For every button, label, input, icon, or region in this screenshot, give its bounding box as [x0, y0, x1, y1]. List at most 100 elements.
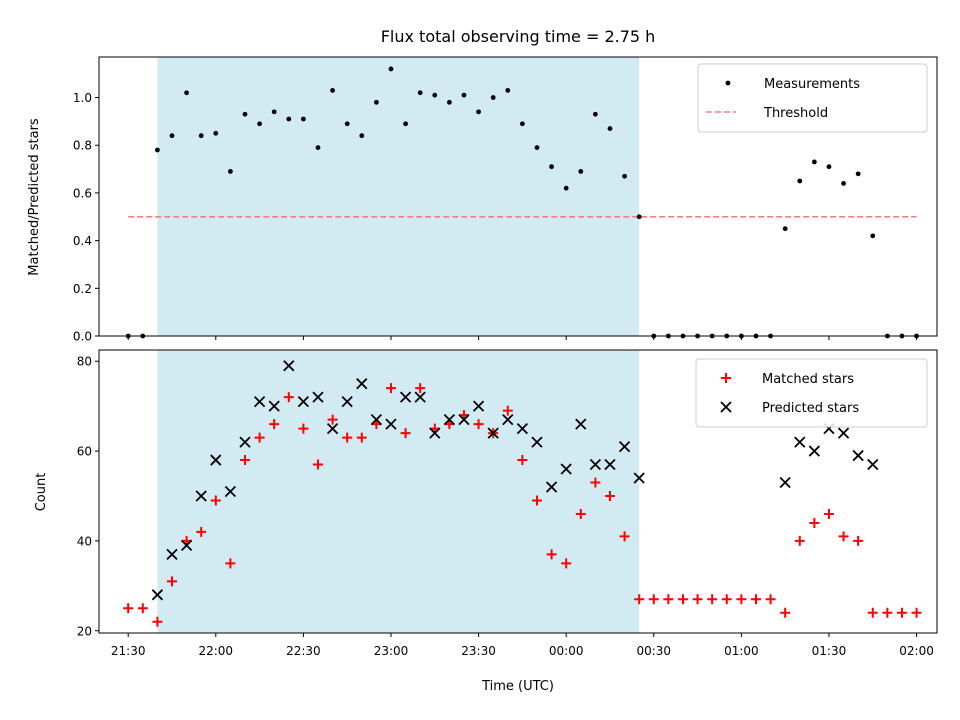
top-ylabel: Matched/Predicted stars — [27, 118, 42, 276]
measurement-point — [315, 145, 321, 151]
measurement-point — [461, 92, 467, 98]
predicted-star-point — [516, 422, 529, 435]
top-plot-area: 0.0 0.2 0.4 0.6 0.8 1.0 — [73, 57, 919, 344]
predicted-star-point — [180, 539, 193, 552]
measurement-point — [330, 87, 335, 93]
predicted-star-point — [837, 427, 850, 439]
legend-predicted-marker — [720, 401, 732, 413]
matched-star-point — [356, 432, 367, 443]
bottom-xlabel: Time (UTC) — [481, 679, 554, 694]
legend-label: Threshold — [763, 106, 828, 121]
matched-star-point — [298, 423, 309, 434]
matched-star-point — [137, 603, 148, 614]
measurement-point — [534, 145, 540, 151]
top-ytick-label: 0.6 — [73, 186, 92, 200]
bottom-ytick-label: 20 — [77, 624, 92, 638]
measurement-point — [622, 173, 627, 179]
top-ytick-label: 1.0 — [73, 91, 92, 105]
matched-star-point — [502, 405, 513, 416]
predicted-star-point — [779, 476, 791, 489]
measurement-point — [855, 171, 861, 177]
predicted-star-point — [443, 413, 456, 426]
matched-star-point — [327, 414, 338, 425]
matched-star-point — [239, 455, 250, 466]
measurement-point — [476, 109, 481, 115]
matched-star-point — [634, 594, 645, 605]
predicted-star-point — [195, 490, 207, 502]
measurement-point — [403, 121, 408, 127]
matched-star-point — [123, 603, 134, 614]
legend-measurement-marker — [725, 80, 731, 86]
measurement-point — [797, 178, 803, 184]
measurement-point — [811, 159, 817, 165]
measurement-point — [242, 111, 248, 117]
matched-star-point — [692, 594, 703, 605]
measurement-point — [213, 130, 219, 136]
predicted-star-point — [414, 391, 426, 403]
figure-title: Flux total observing time = 2.75 h — [381, 27, 656, 46]
top-ytick-label: 0.4 — [73, 234, 92, 248]
predicted-star-point — [472, 400, 485, 412]
matched-star-point — [721, 594, 732, 605]
matched-star-point — [196, 526, 207, 537]
predicted-star-point — [429, 427, 441, 439]
bottom-ytick-label: 80 — [77, 355, 92, 369]
predicted-star-point — [502, 413, 514, 426]
xtick-label: 22:30 — [286, 644, 321, 658]
legend-label: Measurements — [764, 77, 860, 92]
matched-star-point — [838, 531, 849, 542]
predicted-star-point — [560, 463, 572, 475]
matched-star-point — [561, 558, 572, 569]
matched-star-point — [152, 616, 163, 627]
predicted-star-point — [487, 427, 499, 439]
measurement-point — [607, 126, 613, 131]
matched-star-point — [780, 607, 791, 618]
predicted-star-point — [268, 400, 280, 412]
xtick-label: 02:00 — [899, 644, 934, 658]
xtick-label: 22:00 — [198, 644, 233, 658]
measurement-point — [227, 169, 233, 174]
matched-star-point — [312, 459, 323, 470]
predicted-star-point — [867, 458, 879, 471]
measurement-point — [154, 147, 160, 153]
matched-star-point — [385, 383, 396, 394]
measurement-point — [519, 121, 525, 127]
matched-star-point — [663, 594, 674, 605]
matched-star-point — [911, 607, 922, 618]
xtick-label: 21:30 — [111, 644, 146, 658]
matched-star-point — [619, 531, 630, 542]
observing-window-band — [157, 57, 640, 336]
xtick-label: 00:00 — [549, 644, 584, 658]
predicted-star-point — [297, 396, 310, 408]
measurement-point — [432, 92, 438, 98]
matched-star-point — [853, 535, 864, 546]
bottom-panel: 20 40 60 80 21:30 22:00 22:30 23:00 23:30 00:00 00… — [34, 349, 938, 694]
bottom-ylabel: Count — [34, 473, 49, 512]
predicted-star-point — [589, 458, 602, 471]
predicted-star-point — [166, 548, 178, 561]
measurement-point — [300, 116, 306, 122]
predicted-star-point — [326, 422, 339, 435]
matched-star-point — [707, 594, 718, 605]
matched-star-point — [750, 594, 761, 605]
matched-star-point — [283, 392, 294, 403]
measurement-point — [169, 133, 175, 139]
top-axes-frame — [98, 56, 938, 337]
predicted-star-point — [794, 436, 806, 448]
predicted-star-point — [224, 485, 237, 498]
measurement-point — [578, 169, 584, 174]
matched-star-point — [794, 535, 805, 546]
predicted-star-point — [356, 378, 368, 390]
matched-star-point — [254, 432, 265, 443]
matched-star-point — [604, 490, 615, 501]
predicted-star-point — [458, 413, 470, 426]
matched-star-point — [765, 594, 776, 605]
measurement-point — [184, 90, 189, 96]
measurement-point — [417, 90, 423, 96]
legend-box — [695, 358, 928, 428]
predicted-star-point — [852, 449, 864, 462]
matched-star-point — [575, 508, 586, 519]
measurement-point — [446, 99, 452, 105]
predicted-star-point — [151, 589, 164, 601]
predicted-star-point — [385, 418, 397, 430]
